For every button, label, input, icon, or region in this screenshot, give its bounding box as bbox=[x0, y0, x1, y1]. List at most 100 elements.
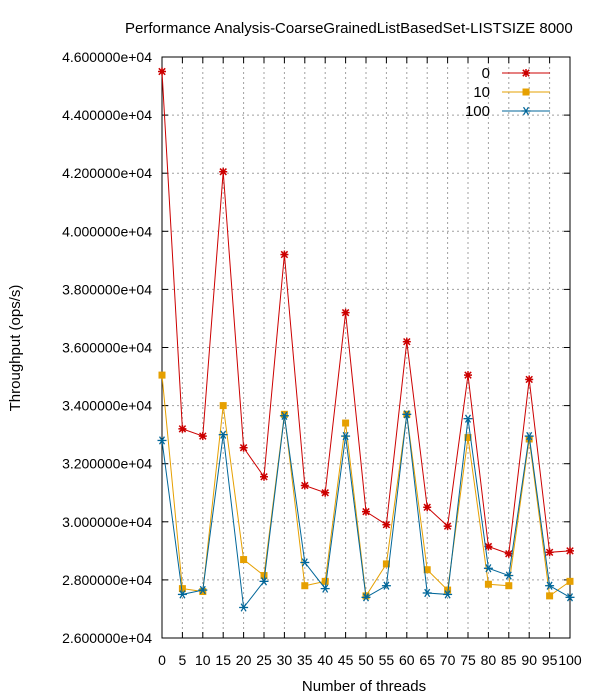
series-0-point-center bbox=[180, 426, 185, 432]
x-tick-label: 5 bbox=[179, 652, 187, 668]
x-tick-label: 50 bbox=[358, 652, 374, 668]
series-100-point bbox=[443, 590, 453, 599]
series-100-point-stroke bbox=[485, 564, 492, 573]
series-10-point bbox=[321, 577, 329, 585]
x-tick-label: 40 bbox=[317, 652, 333, 668]
series-100-point bbox=[422, 588, 432, 598]
x-axis-title: Number of threads bbox=[302, 678, 426, 695]
series-100-point-stroke bbox=[464, 414, 472, 423]
series-0-point bbox=[566, 546, 574, 555]
series-0-point-center bbox=[384, 522, 389, 527]
x-tick-label: 55 bbox=[379, 652, 395, 668]
series-100-point-stroke bbox=[199, 585, 206, 595]
series-10-point bbox=[546, 592, 554, 600]
chart-title: Performance Analysis-CoarseGrainedListBa… bbox=[125, 20, 573, 37]
legend-marker-center bbox=[523, 70, 529, 76]
series-10-point bbox=[158, 371, 166, 379]
series-0-point bbox=[545, 548, 554, 557]
x-tick-label: 90 bbox=[521, 652, 537, 668]
series-0-point-center bbox=[567, 548, 573, 554]
series-0-point-center bbox=[527, 377, 532, 382]
series-10-point bbox=[178, 585, 186, 593]
legend-entry-0: 0 bbox=[482, 65, 550, 82]
series-0-point bbox=[321, 488, 330, 497]
series-100-point-stroke bbox=[566, 593, 574, 602]
series-0-point bbox=[219, 167, 228, 176]
x-tick-label: 60 bbox=[399, 652, 415, 668]
series-100-point-stroke bbox=[505, 571, 512, 580]
x-tick-label: 70 bbox=[440, 652, 456, 668]
series-0-point bbox=[443, 522, 452, 531]
series-0-point-center bbox=[241, 445, 246, 450]
x-tick-label: 20 bbox=[236, 652, 252, 668]
series-0-point bbox=[423, 503, 432, 512]
y-tick-label: 4.400000e+04 bbox=[62, 107, 152, 123]
series-0-point bbox=[280, 250, 289, 259]
series-100-point bbox=[320, 584, 330, 593]
series-0-point-center bbox=[200, 433, 205, 439]
series-0-point bbox=[158, 67, 166, 76]
series-10-point bbox=[382, 560, 390, 568]
series-100-point bbox=[565, 593, 575, 602]
series-0-point-center bbox=[363, 509, 369, 514]
x-tick-label: 25 bbox=[256, 652, 272, 668]
series-10-point bbox=[444, 586, 452, 594]
series-0-point bbox=[525, 375, 534, 384]
series-100-point-stroke bbox=[342, 431, 349, 441]
series-100-point-stroke bbox=[444, 590, 451, 599]
x-tick-label: 95 bbox=[542, 652, 558, 668]
series-0-point-center bbox=[302, 483, 307, 488]
series-0-point bbox=[198, 432, 207, 441]
legend-label: 10 bbox=[473, 84, 490, 101]
x-tick-label: 80 bbox=[481, 652, 497, 668]
x-tick-label: 30 bbox=[277, 652, 293, 668]
series-100-point bbox=[545, 581, 555, 590]
series-0-point-center bbox=[159, 69, 165, 74]
series-100-point bbox=[483, 564, 493, 573]
series-0-point-center bbox=[486, 544, 491, 549]
series-100-point-stroke bbox=[240, 603, 247, 612]
series-10-point bbox=[260, 572, 268, 580]
series-10-point bbox=[342, 419, 350, 427]
series-0-point bbox=[464, 371, 472, 380]
legend-label: 100 bbox=[465, 103, 490, 120]
series-100-point bbox=[239, 603, 249, 612]
y-tick-label: 3.200000e+04 bbox=[62, 456, 152, 472]
y-tick-label: 2.600000e+04 bbox=[62, 630, 152, 646]
series-100-point bbox=[157, 436, 167, 445]
series-0-point bbox=[484, 542, 493, 551]
series-10-point bbox=[566, 577, 574, 585]
x-tick-label: 85 bbox=[501, 652, 517, 668]
series-10 bbox=[158, 371, 574, 600]
series-0-point bbox=[402, 337, 411, 346]
y-tick-label: 3.800000e+04 bbox=[62, 281, 152, 297]
series-10-point bbox=[280, 410, 288, 418]
series-0-point-center bbox=[445, 523, 450, 529]
series-100-point-stroke bbox=[281, 411, 288, 420]
series-0-point bbox=[300, 481, 309, 490]
series-100-point-stroke bbox=[260, 577, 268, 586]
series-100-point bbox=[524, 431, 534, 441]
x-tick-label: 15 bbox=[215, 652, 231, 668]
series-0-point bbox=[382, 520, 391, 529]
axes: 2.600000e+04 2.800000e+04 3.000000e+04 3.20… bbox=[62, 49, 582, 668]
series-100-point-stroke bbox=[526, 431, 533, 441]
series-100-point bbox=[402, 410, 412, 419]
series-100-point-stroke bbox=[546, 581, 553, 590]
x-tick-label: 0 bbox=[158, 652, 166, 668]
series-100-point-stroke bbox=[158, 436, 166, 445]
y-tick-label: 3.400000e+04 bbox=[62, 398, 152, 414]
series-0-point-center bbox=[221, 169, 226, 174]
legend-marker bbox=[522, 88, 530, 96]
series-100-point-stroke bbox=[424, 588, 431, 598]
series-0-point bbox=[260, 472, 268, 481]
x-tick-label: 65 bbox=[419, 652, 435, 668]
x-tick-label: 75 bbox=[460, 652, 476, 668]
series-0-point bbox=[178, 424, 187, 433]
series-100-point bbox=[300, 558, 310, 567]
legend-marker bbox=[521, 106, 531, 116]
series-100-point-stroke bbox=[383, 581, 390, 590]
series-100-point bbox=[361, 593, 371, 602]
series-10-point bbox=[219, 402, 227, 410]
series-100-point-stroke bbox=[362, 593, 370, 602]
